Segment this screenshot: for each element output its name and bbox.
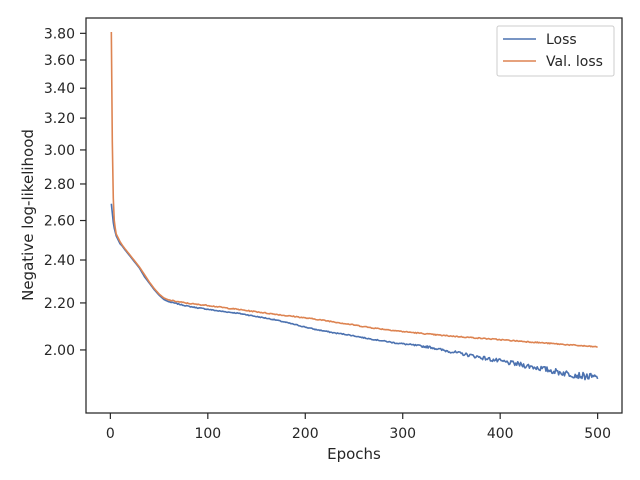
y-tick-label: 3.20	[44, 111, 75, 127]
y-tick-label: 2.60	[44, 214, 75, 230]
y-tick-label: 3.80	[44, 26, 75, 42]
series-line-loss	[110, 203, 599, 381]
legend-label-val-loss: Val. loss	[546, 54, 603, 70]
series-line-val-loss	[110, 32, 598, 348]
y-tick-label: 3.00	[44, 143, 75, 159]
x-tick-label: 0	[106, 426, 115, 442]
legend: Loss Val. loss	[496, 25, 615, 77]
x-tick-label: 400	[487, 426, 514, 442]
x-axis-label: Epochs	[327, 445, 381, 463]
x-tick-label: 300	[389, 426, 416, 442]
y-tick-label: 3.40	[44, 81, 75, 97]
y-axis: 2.00 2.20 2.40 2.60 2.80 3.00 3.20 3.40 3.60 3.80	[44, 26, 86, 359]
y-tick-label: 2.40	[44, 253, 75, 269]
y-axis-label: Negative log-likelihood	[19, 129, 37, 301]
legend-label-loss: Loss	[546, 32, 577, 48]
y-tick-label: 3.60	[44, 53, 75, 69]
x-tick-label: 200	[292, 426, 319, 442]
plot-area	[86, 18, 622, 413]
plot-frame	[85, 17, 623, 414]
x-tick-label: 500	[584, 426, 611, 442]
y-tick-label: 2.20	[44, 296, 75, 312]
series-layer	[110, 32, 599, 381]
x-axis: 0 100 200 300 400 500	[106, 413, 611, 442]
y-tick-label: 2.00	[44, 343, 75, 359]
y-tick-label: 2.80	[44, 177, 75, 193]
x-tick-label: 100	[194, 426, 221, 442]
